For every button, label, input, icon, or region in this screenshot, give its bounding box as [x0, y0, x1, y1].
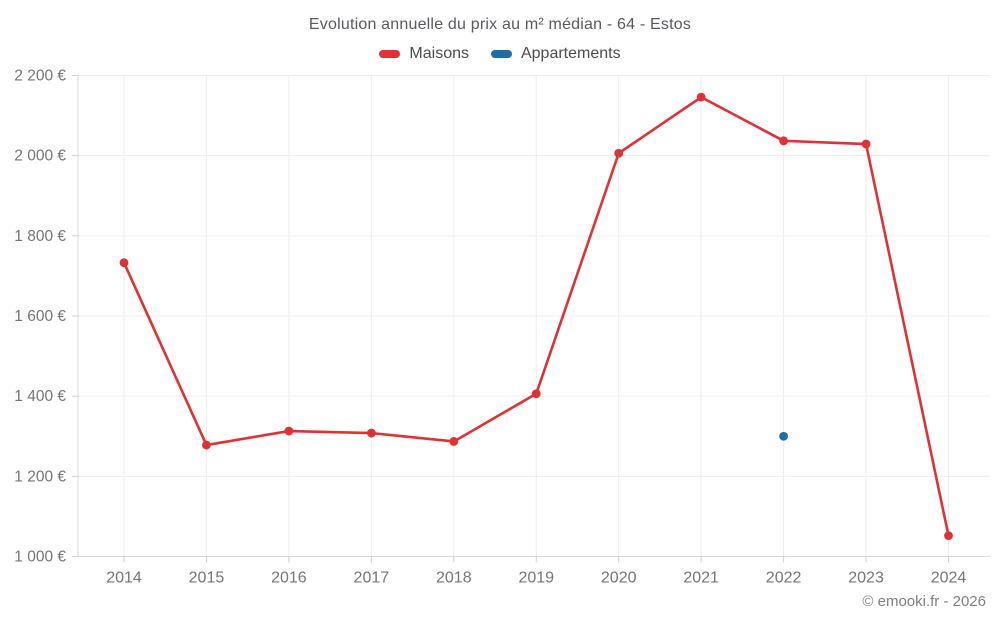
x-axis-tick-label: 2022 [766, 570, 802, 587]
maisons-data-point[interactable] [944, 531, 953, 541]
x-axis-tick-label: 2016 [271, 570, 307, 587]
y-axis-tick-label: 1 800 € [14, 228, 66, 245]
legend-item-appartements[interactable]: Appartements [490, 45, 621, 63]
y-axis-tick-label: 1 000 € [14, 549, 66, 566]
x-axis-tick-label: 2017 [354, 570, 390, 587]
maisons-data-point[interactable] [696, 92, 706, 102]
legend-item-maisons[interactable]: Maisons [379, 45, 469, 63]
maisons-data-point[interactable] [861, 139, 871, 149]
y-axis-tick-label: 2 200 € [14, 68, 66, 85]
maisons-data-point[interactable] [449, 437, 459, 446]
x-axis-tick-label: 2019 [518, 570, 554, 587]
x-axis-tick-label: 2021 [683, 570, 719, 587]
x-axis-tick-label: 2023 [848, 570, 884, 587]
legend-label-maisons: Maisons [409, 45, 469, 62]
x-axis-tick-label: 2014 [106, 570, 142, 587]
y-axis-tick-label: 1 200 € [14, 468, 66, 485]
appartements-data-point[interactable] [779, 431, 788, 441]
x-axis-tick-label: 2018 [436, 570, 472, 587]
chart-title: Evolution annuelle du prix au m² médian … [308, 16, 692, 33]
y-axis-tick-label: 1 600 € [14, 308, 66, 325]
y-axis-tick-label: 1 400 € [14, 388, 66, 405]
maisons-data-point[interactable] [366, 428, 376, 438]
x-axis-tick-label: 2015 [189, 570, 225, 587]
maisons-data-point[interactable] [779, 136, 788, 146]
maisons-legend-swatch-icon [379, 50, 401, 58]
legend-label-appartements: Appartements [520, 45, 621, 62]
maisons-data-point[interactable] [614, 148, 624, 158]
maisons-data-point[interactable] [119, 258, 129, 268]
maisons-data-point[interactable] [531, 389, 541, 399]
chart-legend: Maisons Appartements [0, 45, 1000, 63]
copyright-credit: © emooki.fr - 2026 [862, 593, 986, 610]
maisons-data-point[interactable] [202, 440, 211, 450]
y-axis-tick-label: 2 000 € [14, 148, 66, 165]
maisons-data-point[interactable] [284, 426, 294, 436]
x-axis-tick-label: 2024 [931, 570, 967, 587]
x-axis-tick-label: 2020 [601, 570, 637, 587]
appartements-legend-swatch-icon [490, 50, 512, 58]
